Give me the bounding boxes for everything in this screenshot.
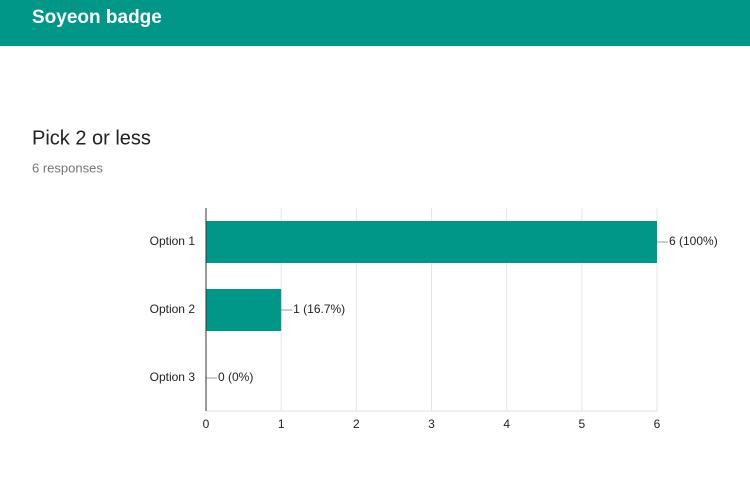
- header-title: Soyeon badge: [32, 7, 162, 28]
- data-label: 0 (0%): [218, 370, 253, 384]
- header-bar: [0, 0, 750, 46]
- chart-title: Pick 2 or less: [32, 127, 151, 149]
- x-tick-label: 2: [353, 417, 360, 431]
- y-tick-label: Option 3: [150, 370, 196, 384]
- y-tick-label: Option 2: [150, 302, 196, 316]
- bar: [206, 289, 282, 331]
- x-tick-label: 1: [278, 417, 285, 431]
- x-tick-label: 6: [654, 417, 661, 431]
- x-tick-label: 5: [578, 417, 585, 431]
- bar: [206, 221, 657, 263]
- data-label: 1 (16.7%): [293, 302, 345, 316]
- chart-subtitle: 6 responses: [32, 160, 103, 175]
- x-tick-label: 4: [503, 417, 510, 431]
- data-label: 6 (100%): [669, 234, 718, 248]
- x-tick-label: 3: [428, 417, 435, 431]
- x-tick-label: 0: [203, 417, 210, 431]
- y-tick-label: Option 1: [150, 234, 196, 248]
